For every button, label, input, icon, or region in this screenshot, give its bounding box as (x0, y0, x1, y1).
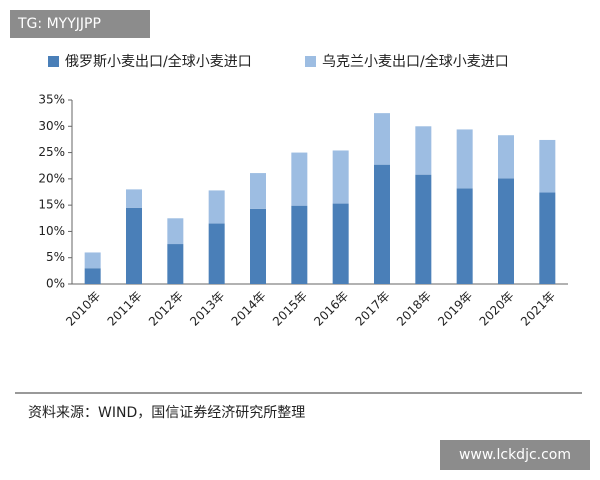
x-tick-label: 2015年 (270, 289, 310, 329)
watermark: TG: MYYJJPP (17, 16, 101, 32)
x-tick-label: 2014年 (229, 289, 269, 329)
legend-label: 乌克兰小麦出口/全球小麦进口 (322, 53, 509, 70)
bar-segment (84, 252, 101, 269)
y-tick-label: 30% (38, 119, 65, 133)
x-tick-label: 2019年 (435, 289, 475, 329)
watermark-box (10, 10, 150, 38)
bar-segment (167, 218, 184, 245)
bar-segment (415, 126, 432, 175)
legend-swatch (305, 56, 316, 67)
bar-segment (250, 208, 266, 284)
bar-segment (291, 205, 308, 284)
legend-swatch (48, 56, 59, 67)
x-tick-label: 2010年 (63, 289, 103, 329)
bar-segment (415, 174, 432, 284)
bar-segment (539, 139, 556, 193)
legend-label: 俄罗斯小麦出口/全球小麦进口 (65, 53, 252, 70)
x-tick-label: 2021年 (518, 289, 558, 329)
bar-segment (291, 152, 308, 206)
x-tick-label: 2013年 (187, 289, 227, 329)
watermark-box (440, 440, 590, 470)
bar-segment (332, 150, 349, 204)
bar-segment (332, 203, 349, 284)
bar-segment (167, 244, 184, 284)
y-tick-label: 35% (38, 93, 65, 107)
x-tick-label: 2016年 (311, 289, 351, 329)
x-tick-label: 2020年 (477, 289, 517, 329)
bar-segment (374, 113, 390, 165)
bar-segment (456, 188, 473, 284)
bar-segment (208, 190, 225, 224)
source: 资料来源：WIND，国信证券经济研究所整理 (28, 405, 305, 421)
bar-segment (208, 223, 225, 284)
x-tick-label: 2012年 (146, 289, 186, 329)
x-tick-label: 2018年 (394, 289, 434, 329)
bar-segment (126, 207, 142, 284)
y-tick-label: 20% (38, 171, 65, 185)
bar-segment (456, 129, 473, 189)
y-tick-label: 15% (38, 198, 65, 212)
y-tick-label: 10% (38, 224, 65, 238)
x-tick-label: 2017年 (353, 289, 393, 329)
watermark: www.lckdjc.com (459, 447, 571, 463)
bar-segment (250, 173, 266, 209)
bar-segment (84, 268, 101, 284)
bar-segment (126, 189, 142, 208)
x-tick-label: 2011年 (105, 289, 145, 329)
bar-segment (374, 164, 390, 284)
y-tick-label: 0% (46, 277, 65, 291)
y-tick-label: 25% (38, 145, 65, 159)
bar-segment (498, 178, 514, 284)
bar-segment (539, 192, 556, 284)
bar-segment (498, 135, 514, 179)
y-tick-label: 5% (46, 250, 65, 264)
